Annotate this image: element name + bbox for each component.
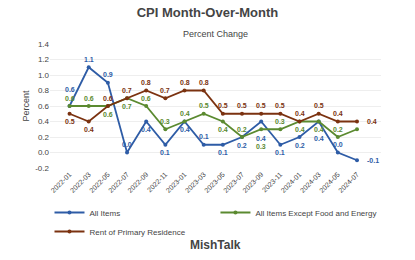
svg-text:0.5: 0.5	[199, 102, 209, 109]
svg-text:2023-11: 2023-11	[261, 171, 284, 194]
svg-text:0.4: 0.4	[314, 126, 324, 133]
svg-text:0.6: 0.6	[103, 111, 113, 118]
svg-text:0.4: 0.4	[180, 126, 190, 133]
svg-text:0.6: 0.6	[65, 95, 75, 102]
svg-text:0.7: 0.7	[122, 87, 132, 94]
svg-text:0.4: 0.4	[84, 126, 94, 133]
svg-text:Percent: Percent	[21, 90, 31, 122]
svg-text:0.6: 0.6	[38, 102, 50, 111]
svg-text:0.9: 0.9	[103, 71, 113, 78]
svg-text:0.4: 0.4	[333, 110, 343, 117]
svg-text:0.6: 0.6	[103, 95, 113, 102]
svg-text:1.2: 1.2	[38, 55, 50, 64]
svg-text:0.5: 0.5	[237, 102, 247, 109]
svg-text:0.5: 0.5	[275, 102, 285, 109]
svg-text:0.1: 0.1	[218, 149, 228, 156]
svg-text:-0.2: -0.2	[35, 164, 49, 173]
svg-text:0.5: 0.5	[218, 102, 228, 109]
svg-text:2024-05: 2024-05	[318, 171, 341, 194]
svg-text:0.4: 0.4	[295, 126, 305, 133]
svg-text:0.2: 0.2	[295, 142, 305, 149]
svg-text:Rent of Primary Residence: Rent of Primary Residence	[90, 228, 186, 237]
svg-text:2023-05: 2023-05	[203, 171, 226, 194]
svg-text:0.8: 0.8	[199, 79, 209, 86]
svg-text:Percent Change: Percent Change	[183, 29, 248, 39]
svg-text:0.4: 0.4	[180, 110, 190, 117]
svg-text:0.1: 0.1	[199, 133, 209, 140]
svg-text:All Items: All Items	[90, 209, 121, 218]
svg-text:0.3: 0.3	[275, 118, 285, 125]
svg-text:0.8: 0.8	[180, 79, 190, 86]
svg-text:0.1: 0.1	[275, 149, 285, 156]
svg-text:2022-07: 2022-07	[107, 171, 130, 194]
svg-text:-0.1: -0.1	[367, 157, 379, 164]
svg-text:0.4: 0.4	[314, 135, 324, 142]
svg-text:2023-01: 2023-01	[165, 171, 188, 194]
svg-text:MishTalk: MishTalk	[190, 238, 241, 252]
svg-text:0.4: 0.4	[367, 118, 377, 125]
svg-text:0.5: 0.5	[65, 118, 75, 125]
svg-text:2024-03: 2024-03	[299, 171, 322, 194]
svg-text:0.8: 0.8	[141, 79, 151, 86]
svg-text:0.4: 0.4	[256, 135, 266, 142]
svg-text:0.1: 0.1	[160, 149, 170, 156]
svg-text:2023-07: 2023-07	[222, 171, 245, 194]
svg-text:0.0: 0.0	[38, 148, 50, 157]
svg-text:0.2: 0.2	[333, 126, 343, 133]
svg-text:0.2: 0.2	[38, 133, 50, 142]
svg-text:0.8: 0.8	[38, 86, 50, 95]
svg-text:1.0: 1.0	[38, 71, 50, 80]
svg-text:0.0: 0.0	[122, 141, 132, 148]
svg-text:0.0: 0.0	[333, 141, 343, 148]
svg-text:0.4: 0.4	[38, 117, 50, 126]
svg-text:0.5: 0.5	[256, 102, 266, 109]
svg-text:0.6: 0.6	[84, 95, 94, 102]
svg-text:0.7: 0.7	[122, 103, 132, 110]
svg-text:2024-01: 2024-01	[280, 171, 303, 194]
svg-text:0.7: 0.7	[160, 87, 170, 94]
svg-text:0.3: 0.3	[160, 118, 170, 125]
svg-text:2023-03: 2023-03	[184, 171, 207, 194]
svg-text:2023-09: 2023-09	[241, 171, 264, 194]
svg-text:2022-05: 2022-05	[88, 171, 111, 194]
svg-text:2022-03: 2022-03	[69, 171, 92, 194]
svg-text:0.2: 0.2	[237, 126, 247, 133]
svg-text:0.4: 0.4	[141, 126, 151, 133]
svg-text:2024-07: 2024-07	[337, 171, 360, 194]
svg-text:1.4: 1.4	[38, 40, 50, 49]
svg-text:0.6: 0.6	[141, 95, 151, 102]
svg-text:0.3: 0.3	[256, 143, 266, 150]
svg-text:0.5: 0.5	[314, 102, 324, 109]
svg-text:1.1: 1.1	[84, 56, 94, 63]
svg-text:2022-01: 2022-01	[50, 171, 73, 194]
svg-text:0.6: 0.6	[65, 86, 75, 93]
svg-text:0.4: 0.4	[295, 110, 305, 117]
svg-text:0.2: 0.2	[237, 142, 247, 149]
svg-text:2022-09: 2022-09	[126, 171, 149, 194]
svg-text:CPI Month-Over-Month: CPI Month-Over-Month	[137, 5, 279, 20]
svg-text:0.4: 0.4	[218, 126, 228, 133]
svg-text:All Items Except Food and Ener: All Items Except Food and Energy	[255, 209, 376, 218]
svg-text:2022-11: 2022-11	[146, 171, 169, 194]
